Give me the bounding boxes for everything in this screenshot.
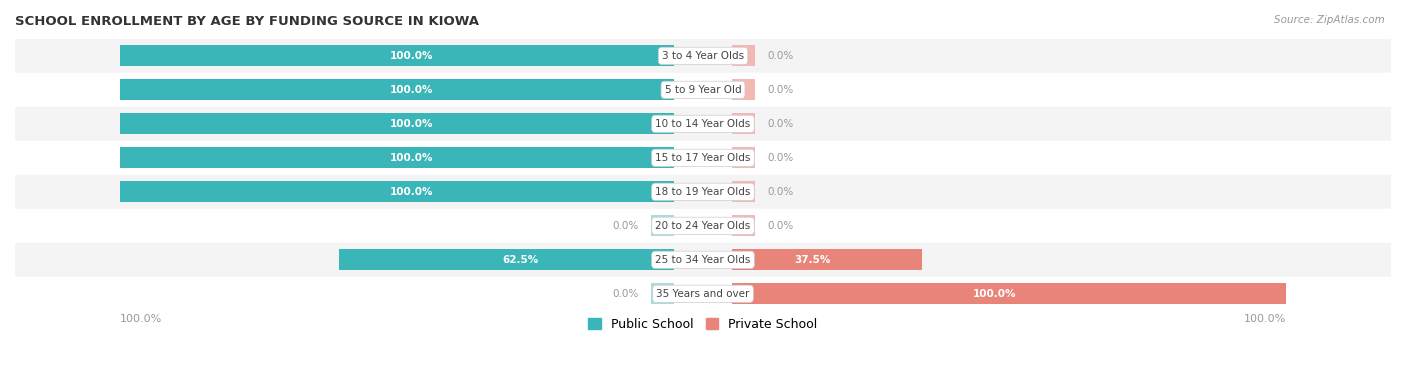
Bar <box>120 181 673 202</box>
Text: 0.0%: 0.0% <box>768 85 793 95</box>
Text: 62.5%: 62.5% <box>503 255 538 265</box>
Text: 15 to 17 Year Olds: 15 to 17 Year Olds <box>655 153 751 163</box>
Text: 100.0%: 100.0% <box>973 289 1017 299</box>
Text: 100.0%: 100.0% <box>1244 314 1286 324</box>
Text: SCHOOL ENROLLMENT BY AGE BY FUNDING SOURCE IN KIOWA: SCHOOL ENROLLMENT BY AGE BY FUNDING SOUR… <box>15 15 479 28</box>
Text: 0.0%: 0.0% <box>768 51 793 61</box>
Bar <box>15 243 1391 277</box>
Bar <box>15 175 1391 209</box>
Bar <box>15 73 1391 107</box>
Text: 25 to 34 Year Olds: 25 to 34 Year Olds <box>655 255 751 265</box>
Bar <box>733 181 755 202</box>
Bar <box>733 45 755 66</box>
Bar <box>339 249 673 270</box>
Text: 10 to 14 Year Olds: 10 to 14 Year Olds <box>655 119 751 129</box>
Bar <box>15 209 1391 243</box>
Text: 37.5%: 37.5% <box>794 255 831 265</box>
Text: 5 to 9 Year Old: 5 to 9 Year Old <box>665 85 741 95</box>
Text: 0.0%: 0.0% <box>613 221 638 231</box>
Bar <box>733 283 1286 304</box>
Text: 20 to 24 Year Olds: 20 to 24 Year Olds <box>655 221 751 231</box>
Bar <box>15 39 1391 73</box>
Text: 0.0%: 0.0% <box>768 119 793 129</box>
Bar <box>733 249 922 270</box>
Text: Source: ZipAtlas.com: Source: ZipAtlas.com <box>1274 15 1385 25</box>
Bar <box>15 141 1391 175</box>
Bar <box>15 107 1391 141</box>
Text: 100.0%: 100.0% <box>120 314 162 324</box>
Text: 100.0%: 100.0% <box>389 119 433 129</box>
Bar <box>733 215 755 236</box>
Bar <box>15 277 1391 311</box>
Bar <box>651 215 673 236</box>
Text: 0.0%: 0.0% <box>768 221 793 231</box>
Bar <box>733 147 755 169</box>
Text: 3 to 4 Year Olds: 3 to 4 Year Olds <box>662 51 744 61</box>
Bar <box>120 113 673 134</box>
Text: 18 to 19 Year Olds: 18 to 19 Year Olds <box>655 187 751 197</box>
Bar <box>120 79 673 100</box>
Bar <box>120 147 673 169</box>
Bar <box>733 113 755 134</box>
Bar <box>120 45 673 66</box>
Text: 0.0%: 0.0% <box>768 153 793 163</box>
Text: 100.0%: 100.0% <box>389 153 433 163</box>
Text: 100.0%: 100.0% <box>389 187 433 197</box>
Text: 0.0%: 0.0% <box>768 187 793 197</box>
Legend: Public School, Private School: Public School, Private School <box>582 312 824 337</box>
Text: 0.0%: 0.0% <box>613 289 638 299</box>
Text: 100.0%: 100.0% <box>389 85 433 95</box>
Bar <box>651 283 673 304</box>
Text: 35 Years and over: 35 Years and over <box>657 289 749 299</box>
Text: 100.0%: 100.0% <box>389 51 433 61</box>
Bar <box>733 79 755 100</box>
